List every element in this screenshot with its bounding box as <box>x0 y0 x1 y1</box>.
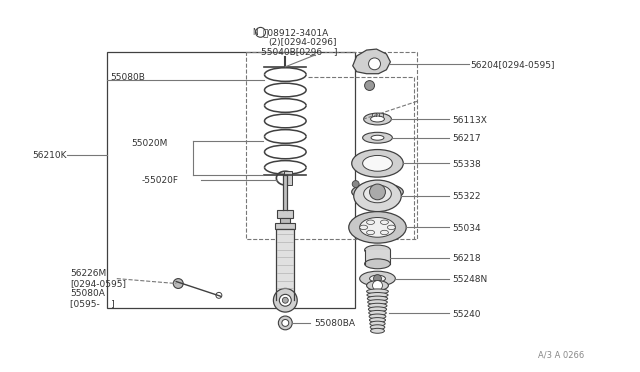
Ellipse shape <box>369 318 385 323</box>
Text: 55080A: 55080A <box>70 289 105 298</box>
Ellipse shape <box>363 155 392 171</box>
Ellipse shape <box>352 183 403 201</box>
Text: 56210K: 56210K <box>33 151 67 160</box>
Ellipse shape <box>371 328 385 333</box>
Text: 55020M: 55020M <box>132 139 168 148</box>
Ellipse shape <box>370 325 385 330</box>
Text: Ⓝ08912-3401A: Ⓝ08912-3401A <box>262 28 329 37</box>
Ellipse shape <box>365 259 390 269</box>
Polygon shape <box>353 49 390 74</box>
Ellipse shape <box>367 289 388 294</box>
Ellipse shape <box>364 185 392 203</box>
Text: -55020F: -55020F <box>141 176 179 185</box>
Text: A/3 A 0266: A/3 A 0266 <box>538 351 584 360</box>
Ellipse shape <box>380 220 388 224</box>
Text: 55080B: 55080B <box>110 73 145 82</box>
Circle shape <box>352 180 359 187</box>
Bar <box>365 250 390 264</box>
Ellipse shape <box>349 212 406 243</box>
Ellipse shape <box>363 132 392 143</box>
Circle shape <box>278 316 292 330</box>
Circle shape <box>369 58 380 70</box>
Ellipse shape <box>380 230 388 235</box>
Bar <box>275 224 295 230</box>
Circle shape <box>372 280 383 291</box>
Text: 55338: 55338 <box>452 160 481 169</box>
Text: 56217: 56217 <box>452 134 481 143</box>
Circle shape <box>279 294 291 306</box>
Circle shape <box>273 288 297 312</box>
Circle shape <box>173 279 183 288</box>
Ellipse shape <box>360 271 396 286</box>
Circle shape <box>216 292 222 298</box>
Text: 55240: 55240 <box>452 310 481 318</box>
Ellipse shape <box>352 150 403 177</box>
Text: 55034: 55034 <box>452 224 481 233</box>
Text: 56204[0294-0595]: 56204[0294-0595] <box>470 60 555 69</box>
Ellipse shape <box>368 303 387 308</box>
Text: 55322: 55322 <box>452 192 481 201</box>
Ellipse shape <box>371 135 384 140</box>
Circle shape <box>282 297 288 303</box>
Ellipse shape <box>370 321 385 326</box>
Ellipse shape <box>367 292 388 298</box>
Text: 55040B[0296-   ]: 55040B[0296- ] <box>260 48 337 57</box>
Ellipse shape <box>387 225 396 230</box>
Bar <box>284 175 287 210</box>
Text: N: N <box>253 28 259 37</box>
Ellipse shape <box>369 307 387 312</box>
Ellipse shape <box>354 180 401 212</box>
Ellipse shape <box>365 245 390 255</box>
Ellipse shape <box>371 116 385 122</box>
Circle shape <box>374 275 381 283</box>
Ellipse shape <box>369 310 386 315</box>
Ellipse shape <box>369 275 385 282</box>
Text: (2)[0294-0296]: (2)[0294-0296] <box>268 38 337 46</box>
Ellipse shape <box>367 220 374 224</box>
Circle shape <box>365 81 374 90</box>
Bar <box>277 210 293 218</box>
Ellipse shape <box>367 230 374 235</box>
Text: [0595-    ]: [0595- ] <box>70 299 115 308</box>
Ellipse shape <box>369 314 386 319</box>
Text: 55248N: 55248N <box>452 275 487 284</box>
Ellipse shape <box>367 296 388 301</box>
Bar <box>107 52 355 308</box>
Ellipse shape <box>360 225 367 230</box>
Ellipse shape <box>367 300 387 305</box>
Text: 56113X: 56113X <box>452 115 487 125</box>
Ellipse shape <box>360 218 396 237</box>
Text: 56218: 56218 <box>452 254 481 263</box>
Circle shape <box>282 320 289 326</box>
Bar <box>246 52 417 239</box>
Bar <box>284 171 292 185</box>
Text: 55080BA: 55080BA <box>314 320 355 328</box>
Text: [0294-0595]: [0294-0595] <box>70 279 126 288</box>
Ellipse shape <box>364 113 392 125</box>
Bar <box>280 218 291 224</box>
Text: 56226M: 56226M <box>70 269 106 278</box>
Ellipse shape <box>367 280 388 291</box>
Circle shape <box>369 184 385 200</box>
Bar <box>276 230 294 294</box>
